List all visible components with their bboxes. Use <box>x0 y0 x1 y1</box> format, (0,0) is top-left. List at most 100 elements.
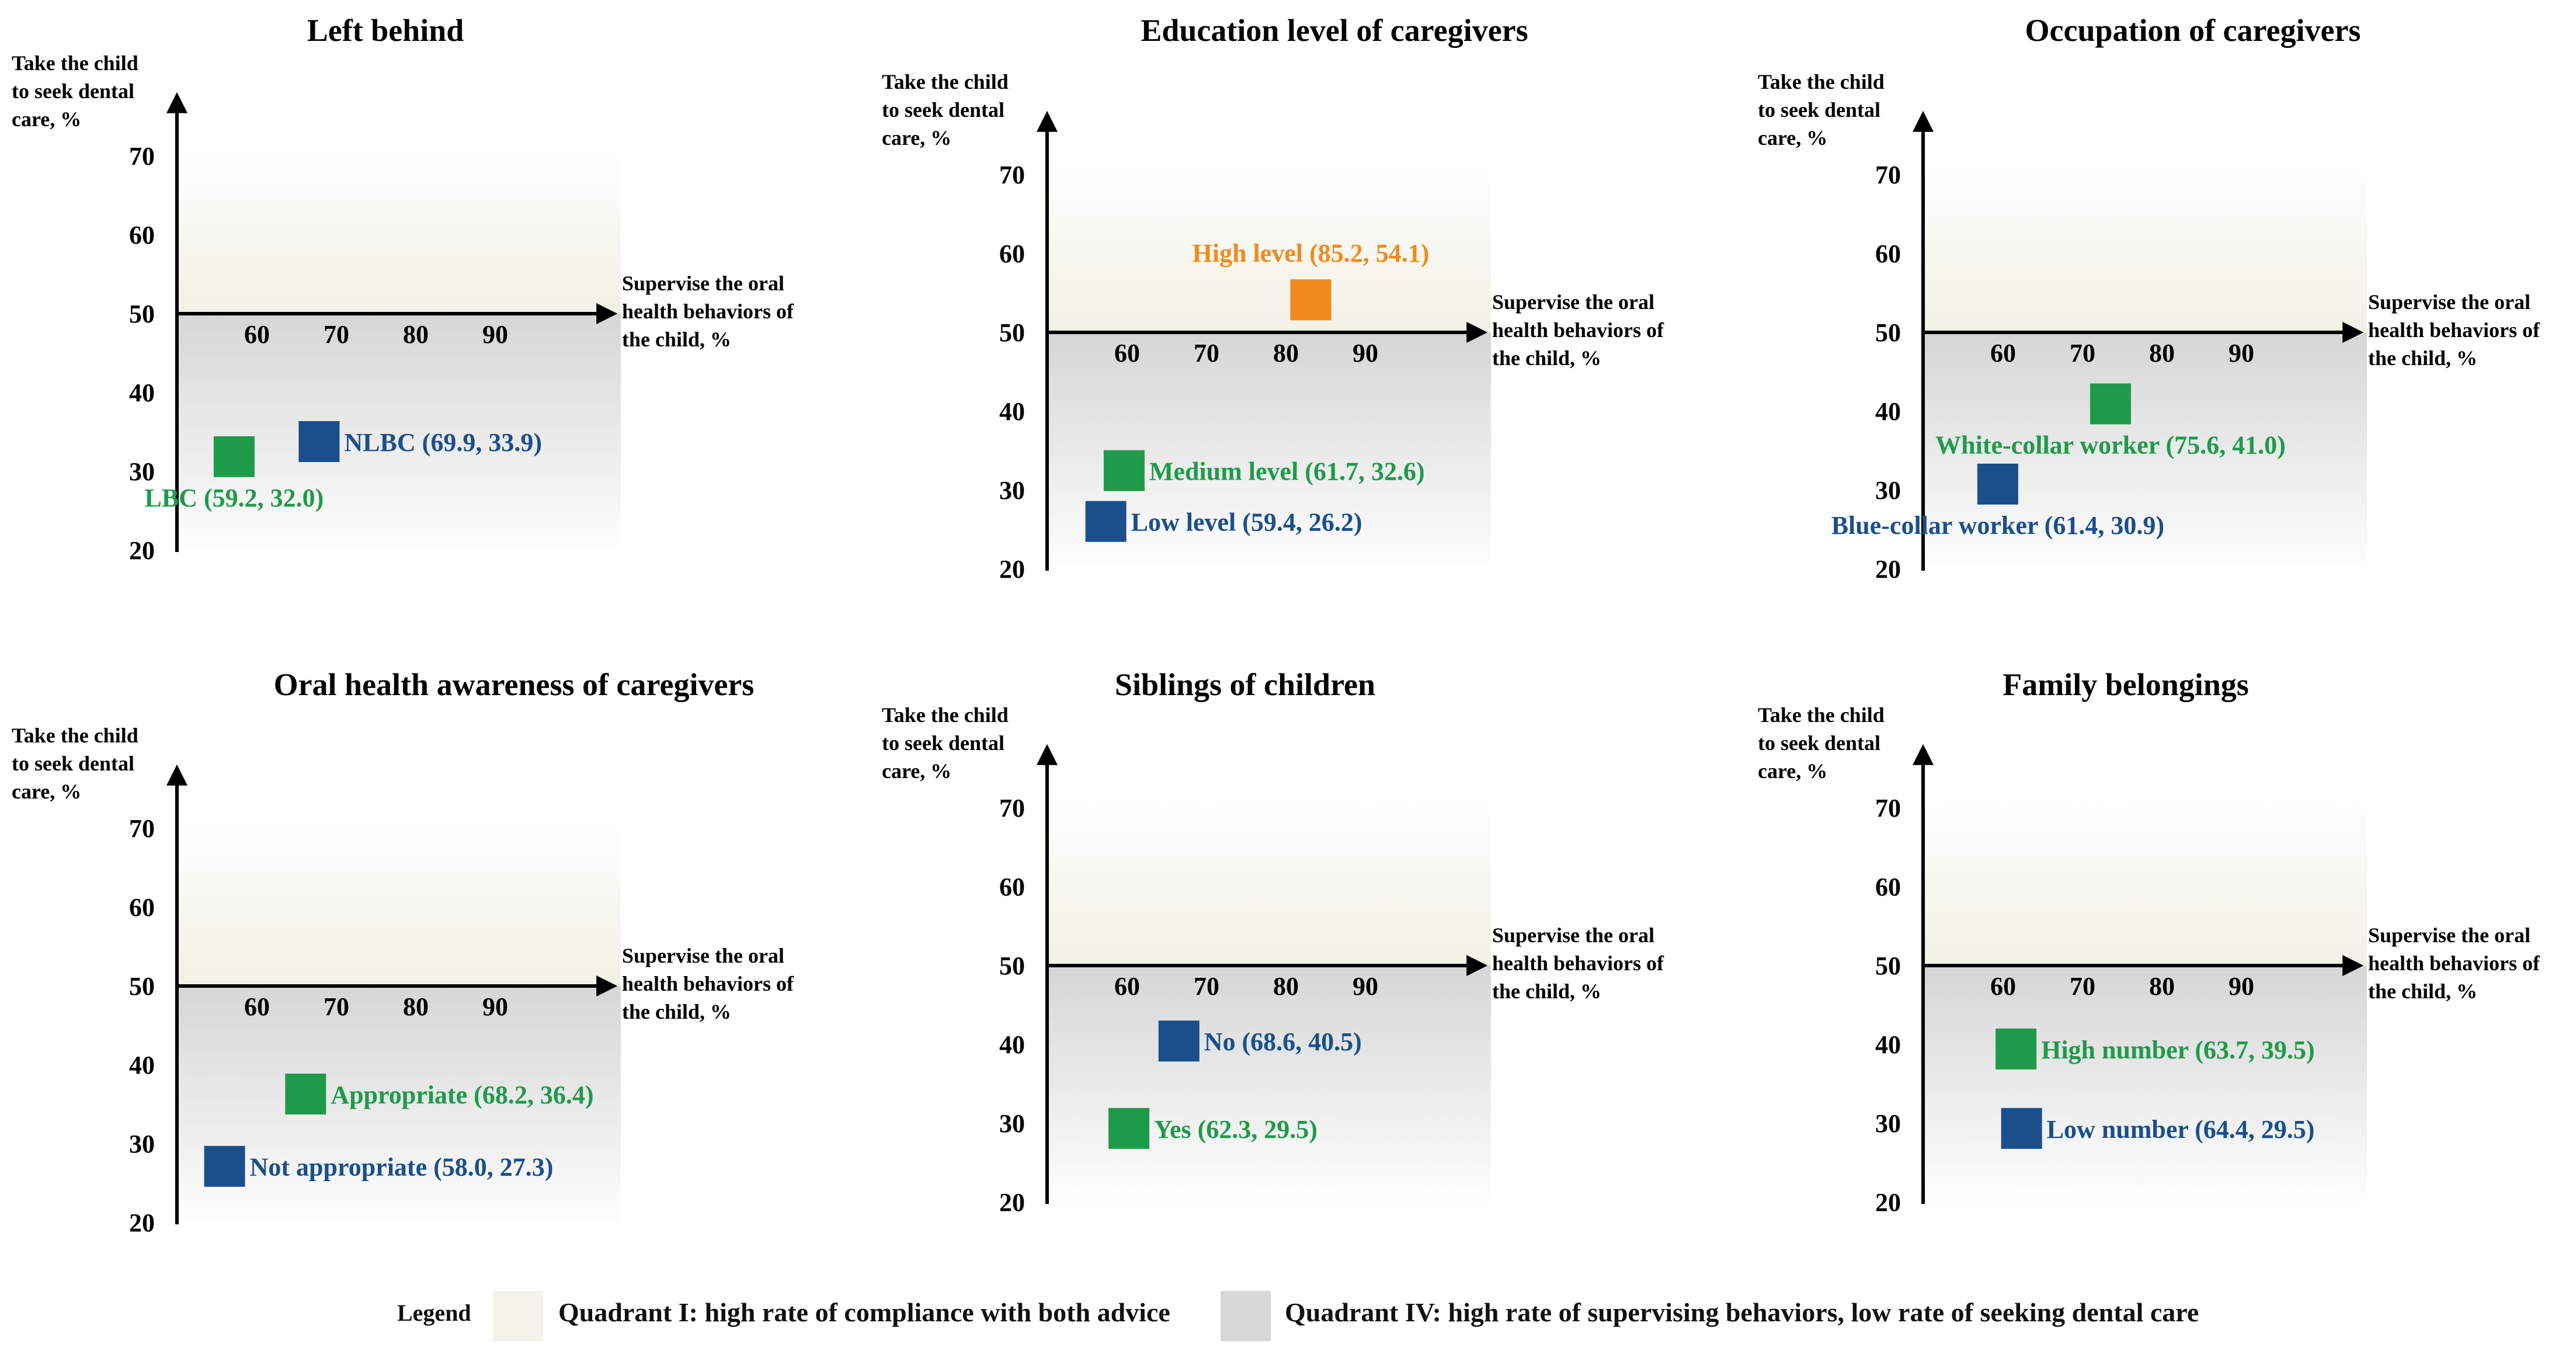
chart-panel-education-level-of-caregivers: Education level of caregivers Take the ch… <box>882 13 1664 584</box>
data-point-marker <box>1290 279 1332 321</box>
y-tick-label: 30 <box>1875 476 1901 505</box>
data-point-label: White-collar worker (75.6, 41.0) <box>1935 431 2286 459</box>
y-tick-label: 20 <box>999 1188 1025 1217</box>
x-axis-label: Supervise the oral <box>1492 290 1654 314</box>
x-tick-label: 90 <box>482 320 508 349</box>
data-point-marker <box>285 1073 326 1115</box>
legend-label-quadrant-iv: Quadrant IV: high rate of supervising be… <box>1285 1297 2199 1327</box>
x-tick-label: 70 <box>324 320 349 349</box>
x-tick-label: 80 <box>2149 972 2175 1001</box>
y-axis-label: to seek dental <box>1758 98 1880 121</box>
x-tick-label: 80 <box>1273 339 1299 367</box>
quadrant-i-region <box>1047 153 1491 332</box>
data-point-label: NLBC (69.9, 33.9) <box>344 428 542 457</box>
data-point-marker <box>1108 1108 1150 1149</box>
x-axis-label: health behaviors of <box>2368 318 2540 342</box>
y-tick-label: 30 <box>1875 1109 1901 1138</box>
x-tick-label: 90 <box>1353 972 1378 1001</box>
y-tick-label: 30 <box>999 1109 1025 1138</box>
chart-panel-siblings-of-children: Siblings of children Take the child to see… <box>882 667 1664 1217</box>
data-point-label: High level (85.2, 54.1) <box>1193 239 1430 268</box>
chart-panel-oral-health-awareness-of-caregivers: Oral health awareness of caregivers Take … <box>12 667 794 1237</box>
legend-title: Legend <box>397 1300 471 1326</box>
y-axis-label: Take the child <box>882 70 1009 93</box>
chart-title: Oral health awareness of caregivers <box>274 667 755 702</box>
y-axis-label: to seek dental <box>882 731 1004 755</box>
data-point-marker <box>1977 463 2018 505</box>
data-point-label: Low level (59.4, 26.2) <box>1131 508 1362 537</box>
x-axis-label: the child, % <box>2368 980 2477 1003</box>
data-point-label: Not appropriate (58.0, 27.3) <box>250 1153 554 1182</box>
data-point-marker <box>213 436 255 477</box>
y-tick-label: 40 <box>129 1051 155 1079</box>
x-axis-label: the child, % <box>622 328 731 351</box>
x-axis-label: health behaviors of <box>622 300 794 323</box>
data-point-label: No (68.6, 40.5) <box>1204 1027 1362 1056</box>
data-point-label: Low number (64.4, 29.5) <box>2047 1115 2315 1144</box>
y-axis-label: Take the child <box>882 703 1009 727</box>
x-axis-label: the child, % <box>1492 980 1601 1003</box>
y-tick-label: 20 <box>999 555 1025 584</box>
chart-title: Occupation of caregivers <box>2025 13 2361 48</box>
y-tick-label: 50 <box>129 972 155 1001</box>
quadrant-i-region <box>177 807 621 986</box>
quadrant-iv-region <box>1047 966 1491 1211</box>
y-tick-label: 30 <box>999 476 1025 505</box>
quadrant-iv-region <box>177 986 621 1231</box>
y-tick-label: 50 <box>1875 952 1901 980</box>
x-tick-label: 90 <box>1353 339 1378 367</box>
chart-panel-left-behind: Left behind Take the child to seek dental c… <box>12 13 794 565</box>
y-axis-label: care, % <box>1758 759 1827 783</box>
data-point-label: High number (63.7, 39.5) <box>2041 1036 2315 1064</box>
quadrant-iv-region <box>1923 966 2367 1211</box>
data-point-label: Yes (62.3, 29.5) <box>1154 1115 1317 1144</box>
chart-title: Family belongings <box>2003 667 2249 702</box>
x-tick-label: 60 <box>244 320 270 349</box>
chart-title: Siblings of children <box>1115 667 1375 702</box>
chart-title: Education level of caregivers <box>1141 13 1528 48</box>
y-tick-label: 30 <box>129 457 155 486</box>
legend-swatch-quadrant-iv <box>1221 1291 1271 1341</box>
y-tick-label: 60 <box>999 239 1025 268</box>
y-axis-label: to seek dental <box>12 752 134 775</box>
x-axis-label: health behaviors of <box>2368 952 2540 975</box>
x-tick-label: 70 <box>324 992 349 1021</box>
data-point-marker <box>1085 501 1127 542</box>
x-tick-label: 60 <box>1114 339 1140 367</box>
x-tick-label: 80 <box>1273 972 1299 1001</box>
y-tick-label: 20 <box>1875 555 1901 584</box>
y-axis-label: to seek dental <box>1758 731 1880 755</box>
y-tick-label: 50 <box>129 300 155 328</box>
x-axis-label: Supervise the oral <box>2368 290 2530 314</box>
y-axis-label: care, % <box>12 107 81 131</box>
y-tick-label: 70 <box>129 142 155 171</box>
y-axis-label: Take the child <box>1758 703 1885 727</box>
data-point-label: Blue-collar worker (61.4, 30.9) <box>1831 511 2164 540</box>
x-axis-label: health behaviors of <box>622 972 794 995</box>
data-point-label: Appropriate (68.2, 36.4) <box>331 1081 593 1109</box>
data-point-label: Medium level (61.7, 32.6) <box>1149 457 1425 486</box>
x-tick-label: 90 <box>482 992 508 1021</box>
data-point-marker <box>1158 1020 1200 1062</box>
x-tick-label: 60 <box>244 992 270 1021</box>
chart-panel-occupation-of-caregivers: Occupation of caregivers Take the child to… <box>1758 13 2540 584</box>
y-axis-label: Take the child <box>1758 70 1885 93</box>
quadrant-i-region <box>1047 786 1491 966</box>
quadrant-i-region <box>177 134 621 314</box>
y-tick-label: 70 <box>999 794 1025 822</box>
x-tick-label: 60 <box>1990 339 2016 367</box>
data-point-marker <box>1103 450 1145 491</box>
y-tick-label: 20 <box>1875 1188 1901 1217</box>
y-tick-label: 40 <box>1875 1030 1901 1059</box>
y-axis-label: care, % <box>1758 126 1827 150</box>
data-point-marker <box>298 421 340 462</box>
x-tick-label: 80 <box>403 992 429 1021</box>
y-tick-label: 40 <box>999 1030 1025 1059</box>
legend-label-quadrant-i: Quadrant I: high rate of compliance with… <box>558 1297 1170 1327</box>
data-point-marker <box>2001 1108 2042 1149</box>
x-axis-label: Supervise the oral <box>622 944 784 967</box>
y-tick-label: 20 <box>129 536 155 565</box>
x-tick-label: 60 <box>1990 972 2016 1001</box>
data-point-marker <box>1996 1028 2037 1070</box>
